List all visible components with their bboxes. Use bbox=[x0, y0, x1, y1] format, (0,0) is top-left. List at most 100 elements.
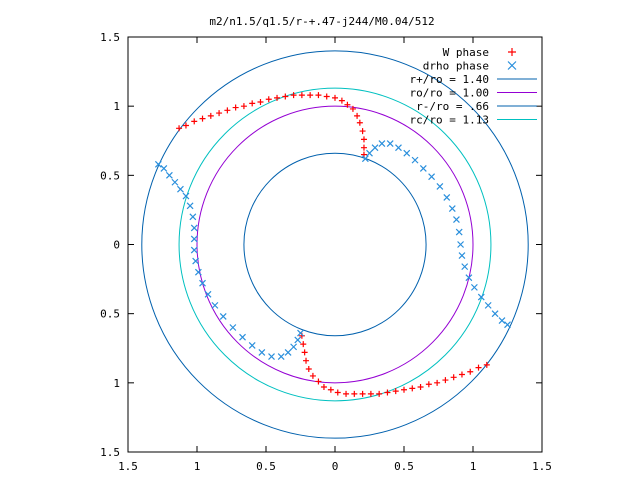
point-1-27 bbox=[165, 171, 173, 179]
point-0-30 bbox=[475, 364, 482, 371]
point-1-32 bbox=[189, 213, 197, 221]
point-0-27 bbox=[360, 144, 367, 151]
point-0-11 bbox=[265, 96, 272, 103]
circles-group bbox=[141, 50, 529, 439]
y-tick-label-4: 0.5 bbox=[100, 308, 120, 321]
point-1-2 bbox=[371, 144, 379, 152]
point-0-26 bbox=[360, 136, 367, 143]
point-0-12 bbox=[274, 94, 281, 101]
point-1-48 bbox=[284, 348, 292, 356]
point-1-50 bbox=[294, 336, 302, 344]
point-0-35 bbox=[434, 379, 441, 386]
point-0-22 bbox=[349, 105, 356, 112]
points-group bbox=[154, 92, 511, 397]
point-1-13 bbox=[453, 216, 460, 224]
point-0-43 bbox=[367, 390, 374, 397]
point-1-22 bbox=[491, 310, 499, 318]
point-0-39 bbox=[401, 386, 407, 393]
point-1-35 bbox=[190, 246, 198, 254]
y-tick-label-6: 1.5 bbox=[100, 446, 120, 459]
point-0-44 bbox=[359, 390, 366, 397]
point-0-7 bbox=[232, 104, 239, 111]
point-0-21 bbox=[344, 101, 351, 108]
point-1-16 bbox=[458, 252, 466, 259]
circle-2 bbox=[243, 152, 427, 337]
point-1-37 bbox=[194, 268, 202, 276]
legend-label-5: rc/ro = 1.13 bbox=[410, 114, 489, 127]
point-1-25 bbox=[154, 160, 162, 168]
point-1-47 bbox=[277, 353, 285, 360]
x-tick-label-1: 1 bbox=[194, 460, 201, 473]
point-1-15 bbox=[457, 241, 465, 248]
point-1-29 bbox=[177, 185, 184, 193]
point-0-20 bbox=[338, 97, 345, 104]
point-1-28 bbox=[171, 178, 179, 186]
point-1-36 bbox=[192, 257, 200, 265]
point-0-40 bbox=[392, 388, 399, 395]
point-0-5 bbox=[216, 110, 223, 117]
point-1-3 bbox=[378, 140, 386, 147]
point-1-0 bbox=[361, 155, 369, 163]
chart-title: m2/n1.5/q1.5/r-+.47-j244/M0.04/512 bbox=[209, 15, 434, 28]
point-0-36 bbox=[425, 381, 432, 388]
point-0-53 bbox=[303, 357, 310, 364]
legend-swatch-1 bbox=[507, 61, 517, 70]
ticks-group: 1.5 1 0.5 0 0.5 1 1.51.510.500.511.5 bbox=[100, 31, 552, 473]
point-1-7 bbox=[411, 156, 419, 164]
point-0-10 bbox=[257, 99, 264, 106]
y-tick-label-0: 1.5 bbox=[100, 31, 120, 44]
point-1-23 bbox=[498, 317, 506, 325]
point-0-24 bbox=[356, 119, 363, 126]
point-1-1 bbox=[366, 149, 373, 157]
point-1-10 bbox=[436, 182, 444, 190]
point-1-40 bbox=[211, 301, 219, 309]
point-0-8 bbox=[240, 103, 247, 110]
point-1-39 bbox=[204, 290, 212, 298]
point-0-25 bbox=[359, 128, 366, 135]
point-1-41 bbox=[219, 313, 227, 320]
point-0-32 bbox=[458, 371, 465, 378]
legend-label-2: r+/ro = 1.40 bbox=[410, 73, 489, 86]
point-0-37 bbox=[417, 383, 424, 390]
point-1-14 bbox=[455, 228, 463, 236]
legend-label-4: r-/ro = .66 bbox=[416, 100, 489, 113]
x-tick-label-6: 1.5 bbox=[532, 460, 552, 473]
y-tick-label-3: 0 bbox=[113, 239, 120, 252]
point-0-4 bbox=[207, 112, 214, 119]
legend-label-3: ro/ro = 1.00 bbox=[410, 87, 489, 100]
point-0-29 bbox=[483, 361, 490, 368]
point-0-17 bbox=[315, 92, 322, 99]
point-0-18 bbox=[323, 93, 330, 100]
circle-3 bbox=[178, 87, 492, 402]
point-0-34 bbox=[442, 377, 449, 384]
point-1-43 bbox=[239, 333, 246, 341]
point-0-42 bbox=[376, 390, 383, 397]
point-1-38 bbox=[199, 279, 206, 287]
point-1-49 bbox=[290, 343, 298, 351]
point-1-34 bbox=[190, 235, 198, 243]
point-0-54 bbox=[301, 349, 308, 356]
point-1-19 bbox=[470, 283, 478, 291]
point-0-55 bbox=[300, 341, 307, 348]
point-0-15 bbox=[298, 92, 305, 99]
point-1-12 bbox=[448, 205, 456, 212]
y-tick-label-2: 0.5 bbox=[100, 169, 120, 182]
point-0-19 bbox=[332, 94, 338, 101]
point-1-5 bbox=[395, 144, 402, 152]
point-1-42 bbox=[229, 324, 237, 331]
y-tick-label-5: 1 bbox=[113, 377, 120, 390]
series-0 bbox=[176, 92, 490, 397]
point-1-6 bbox=[403, 149, 411, 157]
point-1-9 bbox=[428, 173, 436, 181]
x-tick-label-5: 1 bbox=[470, 460, 477, 473]
point-0-16 bbox=[307, 92, 314, 99]
point-1-24 bbox=[504, 321, 511, 329]
point-0-46 bbox=[343, 390, 350, 397]
point-1-11 bbox=[443, 194, 451, 201]
x-tick-label-2: 0.5 bbox=[256, 460, 276, 473]
point-0-2 bbox=[191, 118, 198, 125]
legend-swatch-0 bbox=[508, 48, 516, 56]
legend-label-1: drho phase bbox=[423, 60, 489, 73]
